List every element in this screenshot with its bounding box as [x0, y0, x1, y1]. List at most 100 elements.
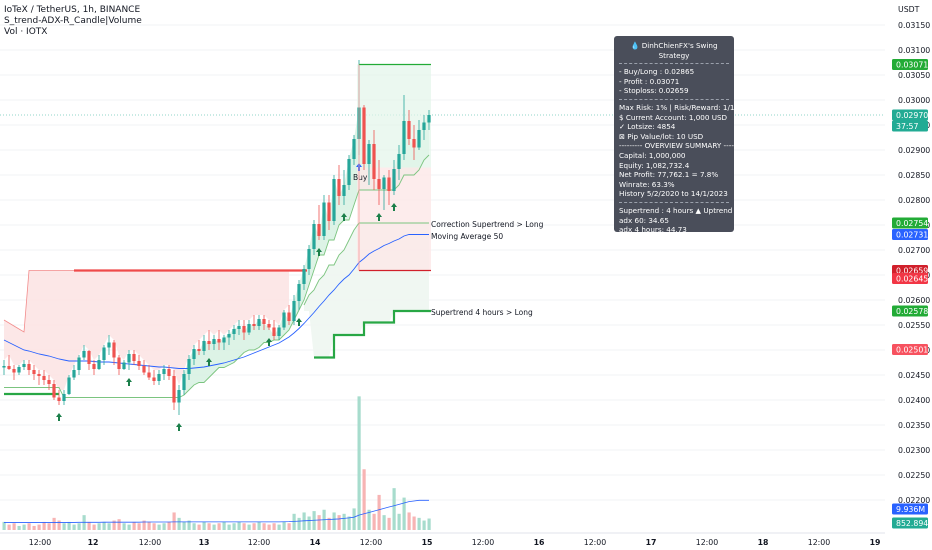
volume-bar — [72, 524, 76, 530]
candle-body — [252, 324, 256, 326]
candle-body — [327, 202, 331, 221]
candle-body — [167, 369, 171, 376]
candle-body — [122, 362, 126, 369]
volume-bar — [112, 520, 116, 530]
info-summary-header: --------- OVERVIEW SUMMARY -------- — [619, 141, 745, 151]
divider — [619, 201, 729, 203]
candle-body — [172, 376, 176, 403]
indicator-line: S_trend-ADX-R_Candle|Volume — [4, 16, 142, 26]
candle-body — [132, 354, 136, 361]
candle-body — [292, 301, 296, 321]
volume-bar — [282, 521, 286, 530]
candle-body — [377, 179, 381, 189]
volume-bar — [77, 523, 81, 530]
candle-body — [57, 397, 61, 401]
candle-body — [107, 342, 111, 348]
candle-body — [287, 312, 291, 321]
candle-body — [267, 324, 271, 328]
time-tick-label: 17 — [646, 538, 657, 547]
volume-bar — [272, 523, 276, 530]
candle-body — [237, 326, 241, 329]
chart-legend: IoTeX / TetherUS, 1h, BINANCE S_trend-AD… — [4, 5, 142, 38]
supertrend-4h-step — [4, 309, 431, 396]
volume-bar — [392, 488, 396, 530]
candle-body — [152, 377, 156, 381]
price-badge-label: 0.02578 — [896, 307, 928, 316]
candle-body — [157, 374, 161, 381]
candle-body — [337, 179, 341, 196]
candle-body — [202, 341, 206, 351]
price-tick-label: 0.02350 — [898, 421, 930, 430]
info-supertrend: Supertrend : 4 hours ▲ Uptrend — [619, 205, 733, 215]
buy-arrow-icon — [296, 318, 302, 326]
volume-bar — [32, 525, 36, 530]
volume-bar — [212, 524, 216, 530]
candle-body — [282, 312, 286, 328]
candle-body — [12, 369, 16, 373]
candle-body — [2, 366, 6, 368]
currency-label: USDT — [898, 5, 920, 14]
volume-bar — [97, 523, 101, 530]
volume-bar — [417, 517, 421, 530]
volume-bar — [22, 524, 26, 530]
price-badge — [892, 109, 928, 121]
buy-arrow-icon — [176, 423, 182, 431]
price-badge-label: 0.02501 — [896, 346, 928, 355]
volume-bar — [237, 521, 241, 530]
volume-bar — [92, 524, 96, 530]
candle-body — [47, 380, 51, 384]
time-tick-label: 12:00 — [248, 538, 271, 547]
candle-body — [297, 284, 301, 301]
candle-body — [272, 327, 276, 336]
bearish-zone — [4, 270, 289, 390]
volume-bar — [17, 525, 21, 530]
volume-bar — [412, 516, 416, 530]
correction-label: Correction Supertrend > Long — [431, 220, 544, 229]
candle-body — [142, 366, 146, 373]
volume-bar — [162, 523, 166, 530]
volume-bar — [267, 524, 271, 530]
price-tick-label: 0.02800 — [898, 196, 930, 205]
volume-bar — [52, 517, 56, 530]
price-tick-label: 0.02400 — [898, 396, 930, 405]
volume-bar — [332, 512, 336, 530]
info-adx4h: adx 4 hours: 44.73 — [619, 225, 687, 235]
candle-body — [232, 329, 236, 334]
info-profit: - Profit : 0.03071 — [619, 76, 680, 86]
volume-bar — [257, 521, 261, 530]
price-badge — [892, 517, 928, 529]
supertrend-label: Supertrend 4 hours > Long — [431, 308, 533, 317]
price-badge-label: 37:57 — [896, 122, 919, 131]
buy-arrow-icon — [341, 213, 347, 221]
volume-bar — [57, 520, 61, 530]
candle-body — [417, 130, 421, 148]
time-tick-label: 12:00 — [696, 538, 719, 547]
volume-bar — [157, 524, 161, 530]
price-badge — [892, 59, 928, 70]
strategy-info-box: 💧 DinhChienFX's Swing Strategy - Buy/Lon… — [614, 36, 745, 235]
price-badge — [892, 120, 928, 132]
candle-body — [17, 367, 21, 373]
volume-bar — [352, 508, 356, 530]
volume-bar — [132, 521, 136, 530]
candle-body — [37, 374, 41, 376]
buy-arrow-icon — [206, 358, 212, 366]
candle-body — [92, 364, 96, 369]
price-tick-label: 0.03100 — [898, 46, 930, 55]
time-tick-label: 12:00 — [139, 538, 162, 547]
info-buy: - Buy/Long : 0.02865 — [619, 67, 695, 77]
volume-bar — [367, 509, 371, 530]
volume-bar — [172, 512, 176, 530]
volume-bar — [62, 523, 66, 530]
volume-bar — [222, 521, 226, 530]
price-badge — [892, 503, 928, 515]
volume-bar — [337, 515, 341, 530]
divider — [619, 63, 729, 65]
candle-body — [187, 359, 191, 374]
candle-body — [42, 376, 46, 380]
candle-body — [87, 351, 91, 364]
buy-arrow-icon — [391, 203, 397, 211]
time-tick-label: 19 — [870, 538, 881, 547]
candle-body — [402, 121, 406, 154]
